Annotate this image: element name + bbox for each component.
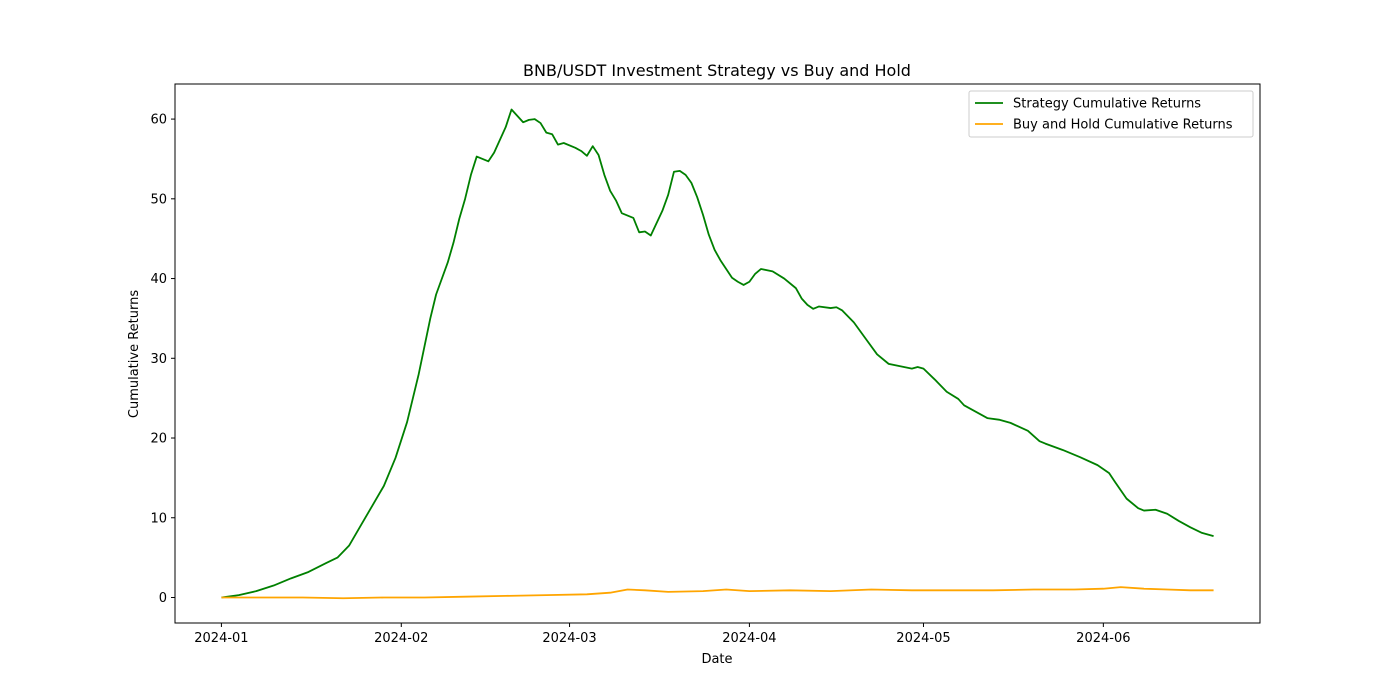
- chart-title: BNB/USDT Investment Strategy vs Buy and …: [523, 61, 911, 80]
- legend-label: Strategy Cumulative Returns: [1013, 97, 1201, 112]
- series-line-buy-and-hold: [221, 586, 1214, 600]
- legend: Strategy Cumulative Returns Buy and Hold …: [968, 90, 1254, 138]
- plot-area: [175, 84, 1260, 623]
- x-axis-label: Date: [701, 652, 732, 667]
- x-tick-label: 2024-01: [194, 631, 248, 646]
- series-layer: [221, 108, 1214, 600]
- y-tick-label: 0: [159, 591, 167, 606]
- series-line-strategy: [221, 108, 1214, 599]
- y-tick-label: 50: [150, 192, 167, 207]
- y-tick-label: 40: [150, 272, 167, 287]
- y-tick-label: 30: [150, 352, 167, 367]
- x-tick-label: 2024-06: [1076, 631, 1130, 646]
- x-axis: 2024-01 2024-02 2024-03 2024-04 2024-05 2024-…: [194, 623, 1131, 646]
- x-tick-label: 2024-05: [896, 631, 950, 646]
- y-tick-label: 10: [150, 511, 167, 526]
- x-tick-label: 2024-02: [374, 631, 428, 646]
- legend-label: Buy and Hold Cumulative Returns: [1013, 118, 1233, 133]
- y-tick-label: 20: [150, 432, 167, 447]
- y-tick-label: 60: [150, 113, 167, 128]
- x-tick-label: 2024-04: [722, 631, 776, 646]
- plot-frame: [174, 83, 1261, 624]
- y-axis: 0 10 20 30 40 50 60: [150, 113, 175, 606]
- x-tick-label: 2024-03: [542, 631, 596, 646]
- y-axis-label: Cumulative Returns: [127, 290, 142, 418]
- legend-box: [968, 90, 1254, 138]
